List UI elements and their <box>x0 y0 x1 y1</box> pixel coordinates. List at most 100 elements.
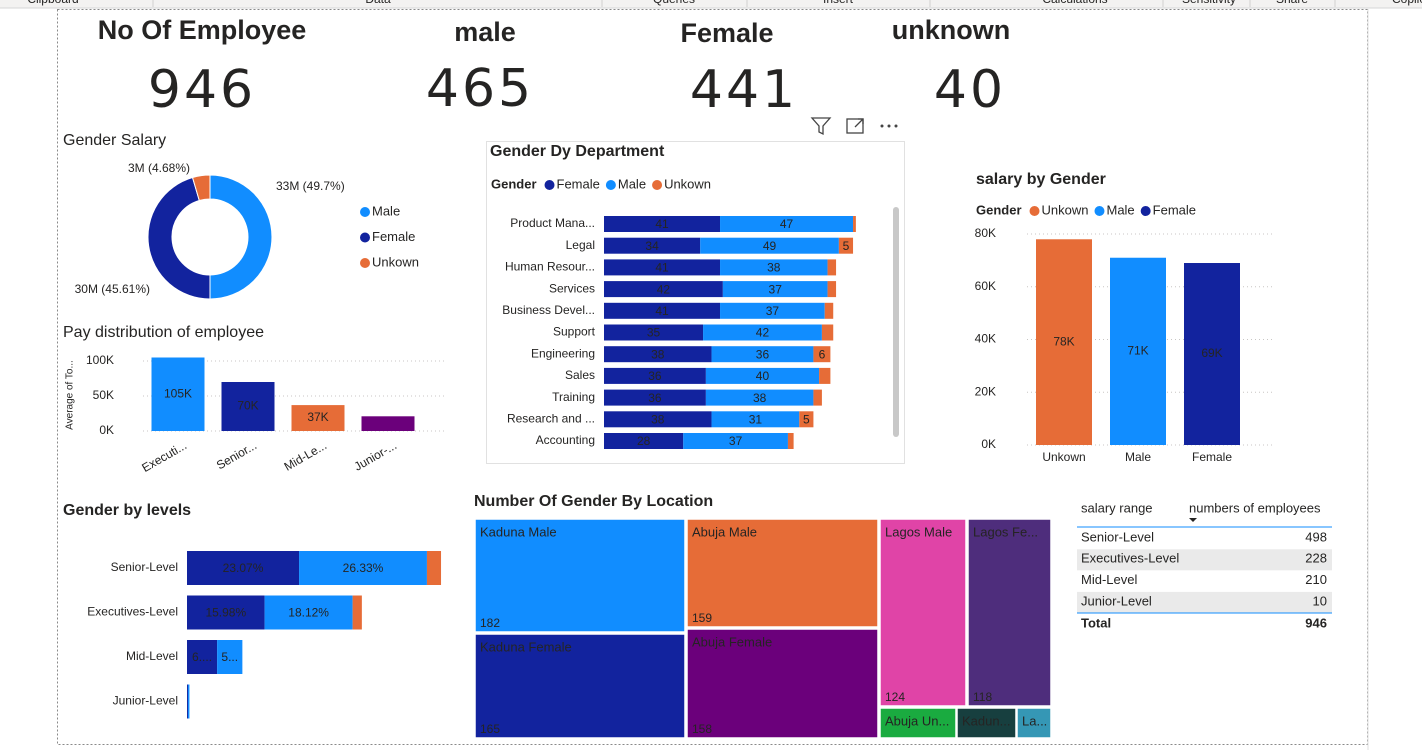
legend-marker <box>605 180 616 190</box>
x-tick-label: Executi... <box>139 438 189 475</box>
bar-segment <box>722 281 828 298</box>
data-label: 26.33% <box>343 561 384 575</box>
data-label: 38 <box>767 261 781 275</box>
legend-marker <box>1140 206 1151 216</box>
bar <box>151 357 205 431</box>
bar-segment <box>838 237 854 254</box>
bar-segment <box>187 595 265 630</box>
bar-segment <box>799 411 814 428</box>
y-tick-label: 0K <box>981 437 996 451</box>
chart-title: salary by Gender <box>976 171 1106 188</box>
bar <box>1036 239 1092 445</box>
y-tick-label: Business Devel... <box>502 303 595 317</box>
bar <box>1184 263 1240 445</box>
y-tick-label: Research and ... <box>507 411 595 425</box>
bar-segment <box>827 259 837 276</box>
scrollbar[interactable] <box>893 207 899 437</box>
bar <box>291 405 345 431</box>
card-value: 40 <box>934 60 1006 120</box>
ribbon-group-label: Sensitivity <box>1182 0 1236 6</box>
data-label: 37 <box>729 434 743 448</box>
y-tick-label: Junior-Level <box>113 694 178 708</box>
treemap-tile <box>474 633 686 739</box>
treemap-tile <box>956 707 1017 739</box>
data-label: 41 <box>655 304 669 318</box>
tile-label: Abuja Male <box>692 524 757 539</box>
y-tick-label: Support <box>553 325 596 339</box>
bar-segment <box>813 346 831 363</box>
y-tick-label: Services <box>549 281 595 295</box>
data-label: 37K <box>307 410 328 424</box>
bar-segment <box>819 367 831 384</box>
x-tick-label: Senior... <box>214 438 259 472</box>
data-label: 38 <box>651 412 665 426</box>
chart-title: Gender Dy Department <box>490 143 665 160</box>
bar-segment <box>426 551 442 585</box>
ribbon-group-label: Share <box>1276 0 1308 6</box>
card-value: 465 <box>426 59 534 119</box>
bar <box>361 416 415 431</box>
y-tick-label: Training <box>552 390 595 404</box>
bar-segment <box>720 216 854 232</box>
table-total: Total <box>1081 615 1111 630</box>
card-value: 946 <box>148 60 256 120</box>
tile-label: Kadun... <box>962 713 1010 728</box>
y-tick-label: Senior-Level <box>111 560 178 574</box>
data-label: 6.... <box>192 650 212 664</box>
data-label: 78K <box>1053 334 1074 348</box>
legend-label: Unkown <box>664 176 711 191</box>
ribbon-group-label: Copilot <box>1392 0 1422 6</box>
chart-title: Gender by levels <box>63 502 191 519</box>
bar-segment <box>187 684 188 719</box>
legend-marker <box>1029 206 1040 216</box>
card-label: unknown <box>892 15 1010 45</box>
data-label: 36 <box>756 347 770 361</box>
data-label: 41 <box>655 217 669 231</box>
y-tick-label: Accounting <box>536 433 595 447</box>
y-tick-label: 20K <box>975 384 996 398</box>
data-label: 42 <box>756 326 770 340</box>
tile-value: 159 <box>692 611 712 625</box>
bar-segment <box>299 551 427 585</box>
data-label: 37 <box>766 304 780 318</box>
bar-segment <box>604 237 701 254</box>
bar-segment <box>604 281 723 298</box>
chart-title: Pay distribution of employee <box>63 324 264 341</box>
chart-title: Number Of Gender By Location <box>474 493 713 510</box>
more-icon[interactable] <box>880 124 898 128</box>
visual-border <box>486 141 905 464</box>
y-tick-label: 40K <box>975 332 996 346</box>
table-cell: Mid-Level <box>1081 572 1137 587</box>
treemap-tile <box>1016 707 1052 739</box>
legend-label: Male <box>372 203 400 218</box>
data-label: 49 <box>763 239 777 253</box>
bar-segment <box>827 281 837 298</box>
legend-marker <box>360 258 370 268</box>
data-label: 30M (45.61%) <box>75 282 150 296</box>
bar-segment <box>705 367 820 384</box>
treemap-tile <box>879 518 967 707</box>
y-tick-label: Sales <box>565 368 595 382</box>
treemap-tile <box>967 518 1052 707</box>
sort-arrow[interactable] <box>1189 518 1197 522</box>
ribbon-group-label: Clipboard <box>27 0 78 6</box>
y-tick-label: Engineering <box>531 346 595 360</box>
ribbon-group-label: Data <box>365 0 391 6</box>
focus-icon[interactable] <box>846 118 864 134</box>
data-label: 15.98% <box>205 606 246 620</box>
tile-label: Kaduna Female <box>480 639 572 654</box>
legend-marker <box>360 232 370 243</box>
bar-segment <box>821 324 834 341</box>
y-tick-label: 80K <box>975 226 996 240</box>
bar-segment <box>705 389 814 406</box>
bar-segment <box>604 324 704 341</box>
filter-icon[interactable] <box>810 117 832 136</box>
data-label: 5... <box>221 650 238 664</box>
data-label: 40 <box>756 369 770 383</box>
y-tick-label: 60K <box>975 279 996 293</box>
treemap-tile <box>879 707 957 739</box>
data-label: 33M (49.7%) <box>276 179 345 193</box>
data-label: 36 <box>648 369 662 383</box>
